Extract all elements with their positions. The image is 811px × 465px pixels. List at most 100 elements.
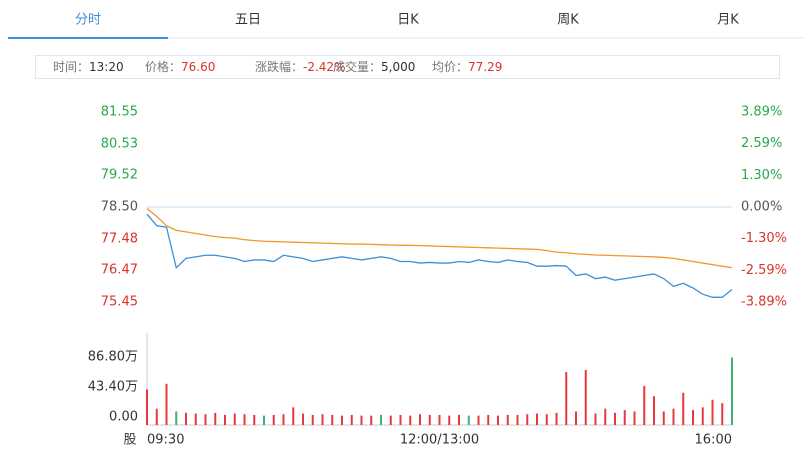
volume-bar bbox=[292, 407, 295, 425]
volume-bar bbox=[467, 415, 470, 425]
volume-bar bbox=[536, 413, 538, 425]
volume-bar bbox=[321, 414, 324, 425]
volume-bar bbox=[487, 414, 490, 425]
volume-bar bbox=[604, 408, 607, 425]
y-tick-label: 80.53 bbox=[101, 136, 138, 151]
volume-bar bbox=[311, 414, 314, 425]
y2-tick-label: 0.00% bbox=[741, 200, 782, 215]
volume-bar bbox=[263, 415, 265, 425]
volume-bar bbox=[516, 414, 519, 425]
volume-bar bbox=[555, 412, 558, 425]
volume-bar bbox=[399, 414, 402, 425]
volume-bar bbox=[233, 413, 236, 425]
volume-bar bbox=[155, 408, 158, 425]
y-tick-label: 76.47 bbox=[101, 263, 138, 278]
volume-bar bbox=[243, 414, 246, 425]
volume-bar bbox=[282, 414, 285, 425]
volume-bar bbox=[224, 414, 226, 425]
info-value: 76.60 bbox=[181, 60, 215, 74]
volume-bar bbox=[302, 413, 304, 425]
y2-tick-label: 2.59% bbox=[741, 136, 782, 151]
y-tick-label: 78.50 bbox=[101, 200, 138, 215]
y-tick-label: 79.52 bbox=[101, 168, 138, 183]
volume-bar bbox=[672, 408, 675, 425]
info-item: 时间：13:20 bbox=[53, 60, 124, 74]
tab[interactable]: 周K bbox=[557, 13, 579, 28]
volume-bar bbox=[331, 414, 334, 425]
y2-tick-label: -3.89% bbox=[741, 295, 787, 310]
volume-bar bbox=[477, 415, 480, 425]
volume-bar bbox=[643, 385, 646, 425]
volume-bar bbox=[711, 399, 714, 425]
tab[interactable]: 月K bbox=[717, 13, 739, 28]
y2-tick-label: 3.89% bbox=[741, 105, 782, 120]
y2-tick-label: 1.30% bbox=[741, 168, 782, 183]
volume-bar bbox=[653, 396, 655, 425]
volume-bar bbox=[692, 410, 694, 425]
price-line bbox=[146, 213, 733, 298]
volume-bar bbox=[506, 414, 509, 425]
volume-bar bbox=[575, 411, 577, 425]
volume-bar bbox=[165, 383, 168, 425]
y-tick-label: 86.80万 bbox=[88, 350, 138, 365]
info-label: 时间： bbox=[53, 60, 89, 74]
volume-bar bbox=[214, 412, 217, 425]
volume-bar bbox=[175, 411, 178, 425]
volume-bar bbox=[389, 415, 392, 425]
tab[interactable]: 五日 bbox=[235, 13, 261, 28]
x-tick-label: 09:30 bbox=[147, 433, 184, 448]
info-value: 13:20 bbox=[89, 60, 124, 74]
volume-bar bbox=[565, 372, 568, 425]
volume-bar bbox=[633, 411, 636, 425]
volume-bar bbox=[409, 415, 412, 425]
y2-tick-label: -1.30% bbox=[741, 231, 787, 246]
volume-bar bbox=[204, 414, 207, 425]
volume-bar bbox=[701, 407, 704, 425]
volume-bar bbox=[341, 415, 343, 425]
volume-bar bbox=[497, 415, 499, 425]
price-line bbox=[146, 208, 733, 269]
info-bar bbox=[35, 55, 780, 79]
volume-bar bbox=[360, 415, 363, 425]
info-label: 涨跌幅： bbox=[255, 59, 303, 74]
tab[interactable]: 分时 bbox=[75, 13, 101, 28]
volume-bar bbox=[272, 414, 275, 425]
volume-bar bbox=[731, 357, 733, 425]
volume-bar bbox=[623, 410, 626, 425]
volume-bar bbox=[721, 403, 724, 425]
volume-bar bbox=[370, 415, 373, 425]
info-label: 成交量： bbox=[333, 59, 381, 74]
y-tick-label: 77.48 bbox=[101, 231, 138, 246]
y2-tick-label: -2.59% bbox=[741, 263, 787, 278]
volume-bar bbox=[526, 414, 529, 425]
volume-bar bbox=[253, 414, 256, 425]
x-tick-label: 12:00/13:00 bbox=[400, 433, 479, 448]
tab[interactable]: 日K bbox=[397, 13, 419, 28]
info-value: 77.29 bbox=[468, 60, 502, 74]
y-tick-label: 75.45 bbox=[101, 295, 138, 310]
volume-bar bbox=[419, 414, 421, 425]
info-label: 价格： bbox=[145, 59, 181, 74]
info-label: 均价： bbox=[432, 60, 468, 74]
volume-bar bbox=[584, 369, 587, 425]
volume-bar bbox=[194, 413, 197, 425]
volume-bar bbox=[458, 414, 460, 425]
info-value: -2.42% bbox=[303, 60, 345, 74]
x-tick-label: 16:00 bbox=[695, 433, 732, 448]
volume-bar bbox=[448, 415, 451, 425]
info-item: 涨跌幅：-2.42% bbox=[255, 59, 345, 74]
volume-bar bbox=[545, 414, 548, 425]
volume-bar bbox=[146, 389, 148, 425]
info-item: 成交量：5,000 bbox=[333, 59, 415, 74]
volume-bar bbox=[594, 413, 597, 425]
volume-bar bbox=[380, 414, 382, 425]
volume-bar bbox=[438, 414, 441, 425]
volume-bar bbox=[428, 414, 431, 425]
info-item: 均价：77.29 bbox=[432, 60, 502, 74]
y-axis-label: 股 bbox=[123, 433, 136, 448]
y-tick-label: 81.55 bbox=[101, 105, 138, 120]
volume-bar bbox=[350, 414, 353, 425]
info-item: 价格：76.60 bbox=[145, 59, 215, 74]
